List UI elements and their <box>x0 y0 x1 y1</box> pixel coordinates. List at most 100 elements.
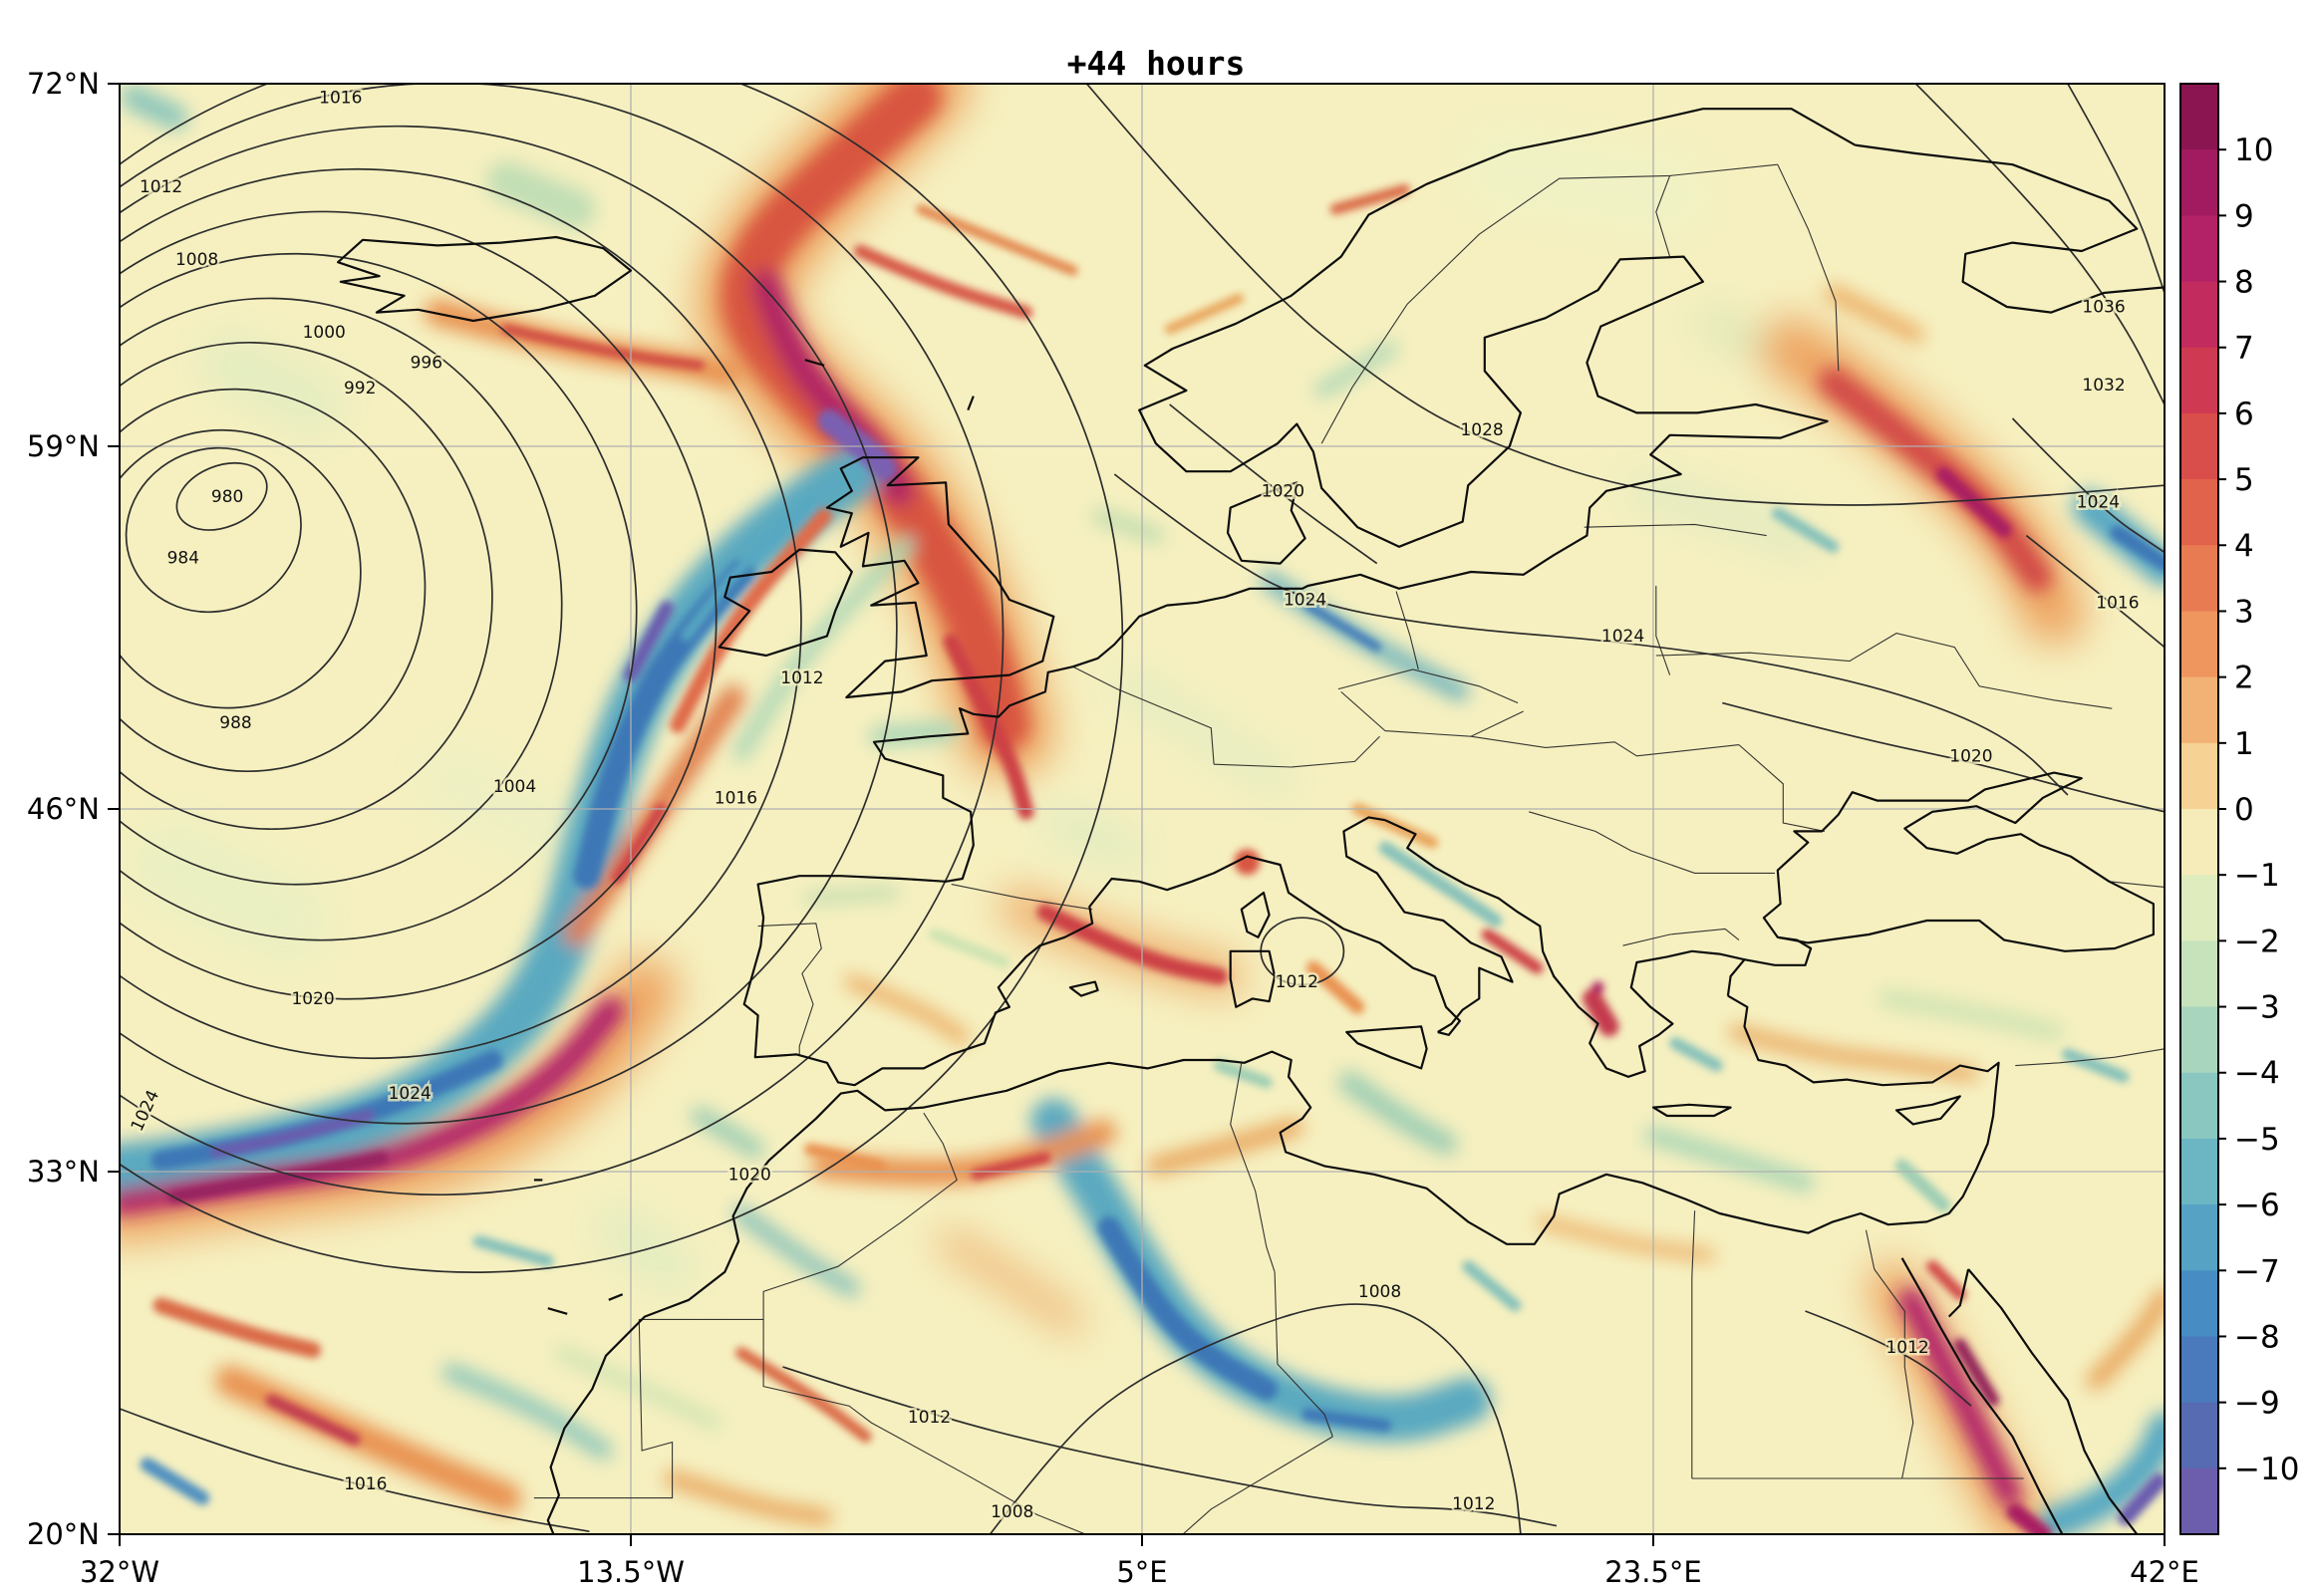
field-band <box>1644 1126 1815 1193</box>
isobar-ellipse <box>125 446 302 614</box>
field-band <box>501 324 706 371</box>
colorbar-tick-label: −9 <box>2234 1386 2280 1422</box>
coastline-great-britain <box>825 456 1055 699</box>
coastline-canary-2 <box>608 1293 624 1301</box>
country-border <box>1214 735 1380 768</box>
colorbar-tick-label: −4 <box>2234 1056 2280 1092</box>
country-border <box>1529 811 1775 874</box>
lon-tick-label: 13.5°W <box>577 1555 685 1589</box>
colorbar-tick-label: −1 <box>2234 858 2280 894</box>
coastline-balkan-greece-aegean <box>1384 819 1746 1078</box>
lat-tick-label: 59°N <box>27 429 100 463</box>
field-band <box>1894 1159 1951 1212</box>
isobar-ellipse <box>120 167 802 1060</box>
colorbar-tick-label: 10 <box>2234 133 2273 168</box>
field-band <box>1481 929 1544 974</box>
field-band <box>1043 808 1144 866</box>
contour-label-layer: 1016 1012 1008 1000 996 992 980 984 988 1004 1012 1… <box>125 86 2142 1525</box>
field-band <box>1462 1260 1522 1312</box>
contour-label: 1016 <box>715 788 757 808</box>
country-border <box>1865 1229 1914 1479</box>
country-border <box>1691 1210 1696 1478</box>
colorbar-segment <box>2180 809 2218 876</box>
colorbar-tick-label: 2 <box>2234 661 2254 696</box>
colorbar-tick-label: −5 <box>2234 1122 2280 1158</box>
colorbar-tick-label: −8 <box>2234 1319 2280 1355</box>
country-border <box>639 1112 958 1320</box>
contour-label: 980 <box>211 487 243 507</box>
isobar-curve <box>1914 84 2165 405</box>
lat-tick-label: 20°N <box>27 1517 100 1551</box>
contour-label: 996 <box>411 354 442 374</box>
country-border <box>762 1319 1087 1534</box>
field-band <box>1314 342 1398 398</box>
field-band <box>472 1235 554 1267</box>
colorbar-tick-label: 7 <box>2234 331 2254 367</box>
country-border <box>951 884 1093 911</box>
field-band <box>1583 988 1619 1037</box>
contour-layer <box>120 84 2165 1534</box>
contour-label: 1012 <box>780 668 823 688</box>
isobar-ellipse <box>175 461 268 531</box>
country-border <box>1655 175 1671 257</box>
field-band <box>844 974 970 1045</box>
field-band <box>1537 1215 1715 1261</box>
isobar-ellipse <box>120 341 493 831</box>
contour-label: 1000 <box>303 323 346 343</box>
isobar-curve <box>989 1303 1522 1534</box>
field-band <box>2061 1048 2130 1083</box>
field-band <box>1097 1216 1278 1401</box>
field-band <box>938 1231 1083 1333</box>
field-band <box>1878 989 2064 1041</box>
isobar-curve <box>1085 84 2165 506</box>
colorbar-tick-label: −3 <box>2234 990 2280 1026</box>
coastline-scandinavia-baltic <box>742 108 1856 1087</box>
coastline-sicily <box>1345 1025 1428 1070</box>
colorbar-segment <box>2180 1006 2218 1074</box>
field-band <box>732 536 916 761</box>
field-band <box>2118 1472 2165 1526</box>
country-border <box>1320 163 1778 444</box>
isobar-curve <box>1722 701 2165 813</box>
field-band <box>1305 960 1365 1014</box>
country-border <box>1584 523 1767 537</box>
field-band <box>140 1458 210 1505</box>
country-border <box>2109 881 2165 888</box>
contour-label: 1024 <box>2077 493 2120 513</box>
coastline-cyprus <box>1894 1095 1961 1126</box>
coastline-ireland <box>718 548 853 658</box>
country-border <box>1337 668 1519 704</box>
field-band <box>486 161 596 229</box>
field-band <box>1338 1071 1457 1155</box>
coastline-italy-east-adriatic <box>1342 816 1514 1033</box>
colorbar-segment <box>2180 545 2218 613</box>
lat-tick-label: 33°N <box>27 1155 100 1189</box>
coastline-mallorca <box>1068 980 1099 997</box>
field-band <box>130 820 331 965</box>
contour-label: 1008 <box>1358 1282 1401 1302</box>
field-band <box>624 601 674 682</box>
coastline-turkey-levant-north-africa <box>546 994 2000 1534</box>
coastline-red-sea-east <box>1967 1268 2139 1534</box>
country-border <box>1395 591 1419 670</box>
coastline-shetland <box>967 396 975 411</box>
coastline-corsica <box>1240 891 1271 938</box>
colorbar-segment <box>2180 1336 2218 1404</box>
colorbar-segment <box>2180 149 2218 216</box>
contour-label: 1016 <box>2096 593 2139 613</box>
contour-label: 1028 <box>1460 420 1503 440</box>
isobar-curve <box>2025 534 2165 649</box>
field-band <box>804 887 900 905</box>
field-band <box>869 720 959 747</box>
coastline-red-sea-west <box>1900 1257 2064 1534</box>
colorbar-segment <box>2180 215 2218 283</box>
field-band <box>664 1470 833 1526</box>
lat-tick-label: 72°N <box>27 67 100 101</box>
isobar-curve <box>2011 417 2165 554</box>
field-band <box>734 1347 872 1443</box>
coastline-iceland <box>337 235 633 323</box>
field-band <box>265 1394 361 1446</box>
field-band <box>2006 1502 2052 1534</box>
country-border <box>1622 928 1740 946</box>
field-band <box>1164 293 1245 335</box>
